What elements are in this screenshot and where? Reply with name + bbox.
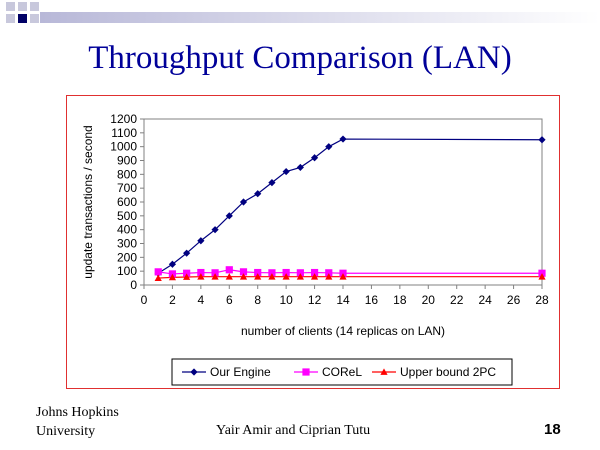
legend-entry-label: Upper bound 2PC	[400, 365, 496, 379]
y-tick-label: 600	[117, 195, 137, 209]
data-point-0-3	[197, 237, 205, 245]
data-point-1-3	[197, 268, 205, 277]
data-point-1-6	[239, 268, 248, 276]
y-axis-label: update transactions / second	[81, 125, 95, 278]
y-tick-label: 1100	[111, 126, 137, 140]
data-point-2-2	[183, 273, 191, 280]
data-point-0-6	[239, 198, 248, 206]
data-point-2-5	[225, 273, 233, 280]
data-point-1-2	[183, 269, 191, 277]
x-tick-label: 8	[254, 293, 261, 307]
data-point-1-12	[325, 269, 333, 277]
footer-institution-line2: University	[36, 424, 96, 439]
data-point-2-0	[154, 274, 162, 281]
slide-title: Throughput Comparison (LAN)	[88, 40, 512, 76]
x-axis-label: number of clients (14 replicas on LAN)	[241, 324, 445, 338]
footer-institution-line1: Johns Hopkins	[36, 405, 119, 420]
data-point-1-11	[310, 268, 319, 277]
data-point-1-7	[254, 268, 262, 277]
data-point-0-10	[296, 163, 304, 172]
y-tick-label: 800	[117, 167, 137, 181]
x-tick-label: 26	[507, 293, 521, 307]
legend-marker	[302, 368, 310, 376]
legend-entry-label: Our Engine	[210, 365, 271, 379]
data-point-1-0	[154, 268, 162, 276]
data-point-2-1	[168, 273, 177, 281]
x-tick-label: 12	[308, 293, 322, 307]
throughput-chart: 0100200300400500600700800900100011001200…	[81, 112, 549, 386]
x-tick-label: 2	[169, 293, 176, 307]
data-point-0-13	[339, 135, 347, 143]
x-tick-label: 22	[450, 293, 464, 307]
y-tick-label: 1200	[110, 112, 137, 126]
data-point-0-12	[325, 143, 333, 151]
y-tick-label: 200	[117, 250, 137, 264]
y-tick-label: 500	[117, 209, 137, 223]
y-tick-label: 1000	[110, 140, 137, 154]
corner-decoration	[6, 2, 600, 23]
x-tick-label: 24	[478, 293, 492, 307]
x-tick-label: 10	[279, 293, 293, 307]
data-point-2-9	[282, 273, 290, 280]
y-tick-label: 300	[117, 237, 137, 251]
x-tick-label: 18	[393, 293, 407, 307]
data-point-2-13	[339, 273, 347, 280]
data-point-0-7	[254, 190, 262, 198]
y-tick-label: 900	[117, 154, 137, 168]
data-point-2-7	[254, 273, 262, 280]
y-tick-label: 700	[117, 181, 137, 195]
data-point-2-3	[197, 273, 205, 280]
data-point-2-4	[211, 273, 219, 280]
data-point-0-1	[168, 260, 177, 268]
y-tick-label: 0	[130, 278, 137, 292]
data-point-2-12	[325, 273, 333, 280]
x-tick-label: 4	[198, 293, 205, 307]
data-point-1-8	[268, 269, 276, 277]
data-point-1-4	[211, 269, 219, 277]
legend-marker	[190, 368, 198, 376]
chart-frame	[66, 95, 560, 389]
legend-entry-label: COReL	[322, 365, 362, 379]
x-tick-label: 20	[422, 293, 436, 307]
data-point-0-5	[225, 212, 233, 220]
data-point-2-11	[310, 273, 319, 280]
legend-marker	[380, 368, 388, 375]
data-point-1-5	[225, 266, 233, 274]
x-tick-label: 6	[226, 293, 233, 307]
x-tick-label: 28	[535, 293, 549, 307]
data-point-2-8	[268, 273, 276, 280]
data-point-2-10	[296, 273, 304, 280]
data-point-0-2	[183, 249, 191, 257]
series-line-0	[157, 138, 543, 274]
data-point-0-14	[538, 136, 546, 144]
plot-area	[143, 118, 543, 286]
data-point-0-4	[211, 226, 219, 234]
data-point-2-6	[239, 273, 248, 280]
footer-institution: Johns Hopkins University	[36, 403, 119, 441]
page-number: 18	[544, 421, 561, 438]
x-tick-label: 16	[365, 293, 379, 307]
data-point-2-14	[538, 273, 546, 280]
x-tick-label: 0	[141, 293, 148, 307]
data-point-1-10	[296, 269, 304, 277]
y-tick-label: 100	[117, 264, 137, 278]
footer-authors: Yair Amir and Ciprian Tutu	[216, 423, 371, 438]
legend-box	[171, 358, 513, 386]
x-tick-label: 14	[336, 293, 350, 307]
y-tick-label: 400	[117, 223, 137, 237]
data-point-1-9	[282, 268, 290, 277]
